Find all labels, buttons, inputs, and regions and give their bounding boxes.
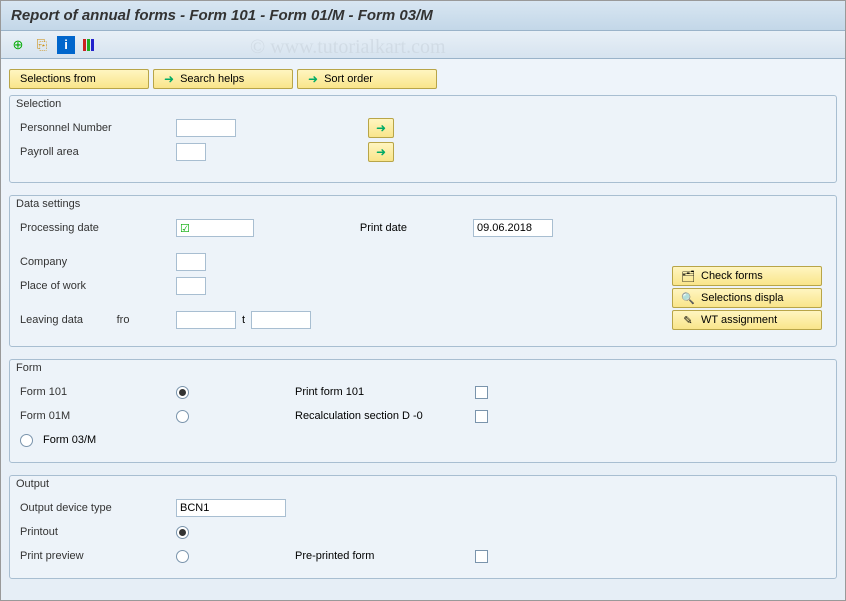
print-date-label: Print date <box>360 222 407 234</box>
personnel-number-input[interactable] <box>176 119 236 137</box>
preprinted-label: Pre-printed form <box>295 550 465 562</box>
personnel-multi-select-button[interactable]: ➜ <box>368 118 394 138</box>
label: Selections displa <box>701 292 784 304</box>
place-of-work-input[interactable] <box>176 277 206 295</box>
payroll-multi-select-button[interactable]: ➜ <box>368 142 394 162</box>
processing-date-input[interactable] <box>193 220 253 236</box>
to-label: t <box>242 314 245 326</box>
panel-title: Form <box>16 362 826 374</box>
processing-date-label: Processing date <box>20 222 170 234</box>
personnel-number-label: Personnel Number <box>20 122 170 134</box>
check-forms-button[interactable]: 🗂 Check forms <box>672 266 822 286</box>
leaving-data-label: Leaving data fro <box>20 314 170 326</box>
arrow-icon: ➜ <box>376 145 386 159</box>
output-panel: Output Output device type Printout Print… <box>9 475 837 579</box>
leaving-from-input[interactable] <box>176 311 236 329</box>
data-settings-panel: Data settings Processing date ☑ Print da… <box>9 195 837 347</box>
payroll-area-input[interactable] <box>176 143 206 161</box>
selection-panel: Selection Personnel Number ➜ Payroll are… <box>9 95 837 183</box>
place-of-work-label: Place of work <box>20 280 170 292</box>
device-type-input[interactable] <box>176 499 286 517</box>
search-helps-button[interactable]: ➜ Search helps <box>153 69 293 89</box>
recalc-checkbox[interactable] <box>475 410 488 423</box>
label: Search helps <box>180 73 244 85</box>
device-type-label: Output device type <box>20 502 170 514</box>
selections-display-button[interactable]: 🔍 Selections displa <box>672 288 822 308</box>
info-icon[interactable]: i <box>57 36 75 54</box>
label: Check forms <box>701 270 763 282</box>
label: Selections from <box>20 73 96 85</box>
printout-label: Printout <box>20 526 170 538</box>
company-label: Company <box>20 256 170 268</box>
selections-icon: 🔍 <box>681 292 695 305</box>
check-forms-icon: 🗂 <box>681 270 695 283</box>
form101-label: Form 101 <box>20 386 170 398</box>
label: Sort order <box>324 73 373 85</box>
title-bar: Report of annual forms - Form 101 - Form… <box>1 1 845 31</box>
form01m-radio[interactable] <box>176 410 189 423</box>
execute-icon[interactable]: ⊕ <box>9 36 27 54</box>
copy-icon[interactable]: ⎘ <box>33 36 51 54</box>
form01m-label: Form 01M <box>20 410 170 422</box>
panel-title: Selection <box>16 98 826 110</box>
panel-title: Output <box>16 478 826 490</box>
leaving-to-input[interactable] <box>251 311 311 329</box>
label: WT assignment <box>701 314 777 326</box>
payroll-area-label: Payroll area <box>20 146 170 158</box>
edit-icon: ✎ <box>681 314 695 327</box>
arrow-icon: ➜ <box>164 72 174 86</box>
recalc-label: Recalculation section D -0 <box>295 410 465 422</box>
check-icon: ☑ <box>177 222 193 235</box>
label: Leaving data <box>20 314 83 326</box>
company-input[interactable] <box>176 253 206 271</box>
variant-icon[interactable] <box>81 36 99 54</box>
page-title: Report of annual forms - Form 101 - Form… <box>11 7 433 24</box>
form-panel: Form Form 101 Print form 101 Form 01M Re… <box>9 359 837 463</box>
arrow-icon: ➜ <box>376 121 386 135</box>
top-button-row: Selections from ➜ Search helps ➜ Sort orde… <box>9 69 837 89</box>
print-date-input[interactable] <box>473 219 553 237</box>
wt-assignment-button[interactable]: ✎ WT assignment <box>672 310 822 330</box>
from-label: fro <box>117 314 130 326</box>
app-toolbar: ⊕ ⎘ i <box>1 31 845 59</box>
printout-radio[interactable] <box>176 526 189 539</box>
form03m-radio[interactable] <box>20 434 33 447</box>
print-form101-label: Print form 101 <box>295 386 465 398</box>
arrow-icon: ➜ <box>308 72 318 86</box>
sort-order-button[interactable]: ➜ Sort order <box>297 69 437 89</box>
print-preview-radio[interactable] <box>176 550 189 563</box>
print-form101-checkbox[interactable] <box>475 386 488 399</box>
form03m-label: Form 03/M <box>43 434 96 446</box>
print-preview-label: Print preview <box>20 550 170 562</box>
form101-radio[interactable] <box>176 386 189 399</box>
selections-from-button[interactable]: Selections from <box>9 69 149 89</box>
content-area: Selections from ➜ Search helps ➜ Sort orde… <box>1 59 845 600</box>
preprinted-checkbox[interactable] <box>475 550 488 563</box>
panel-title: Data settings <box>16 198 826 210</box>
